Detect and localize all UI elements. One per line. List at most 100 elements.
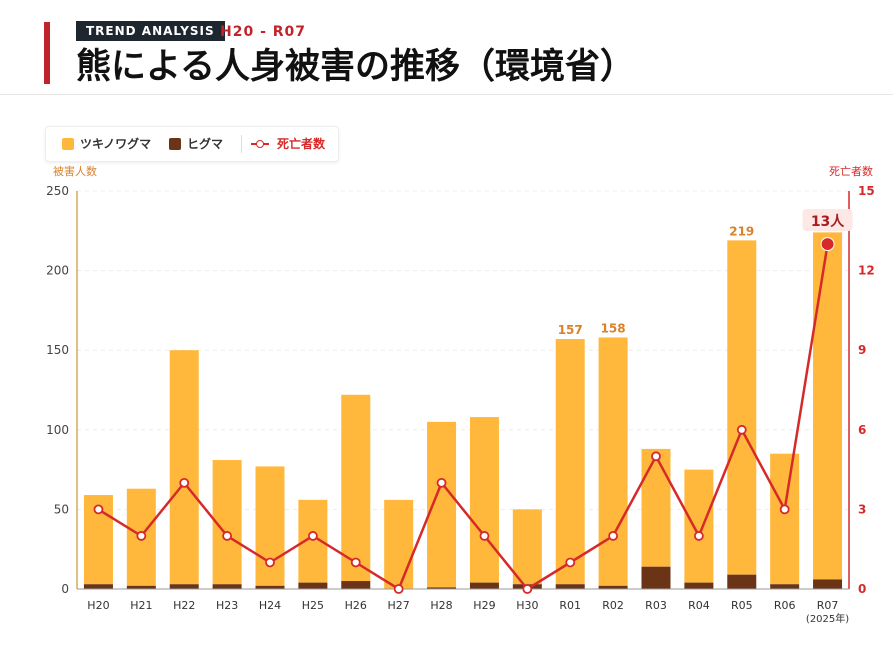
deaths-point	[779, 504, 790, 515]
x-tick-label: R04	[688, 599, 710, 612]
x-tick-label: H26	[345, 599, 367, 612]
legend-swatch-brown-bear	[169, 138, 181, 150]
bar-asian-black-bear	[427, 421, 457, 588]
bar-asian-black-bear	[83, 495, 113, 585]
y-left-axis-title: 被害人数	[53, 164, 97, 178]
bar-asian-black-bear	[598, 337, 628, 586]
bar-brown-bear	[469, 582, 499, 589]
bar-brown-bear	[770, 584, 800, 589]
y-right-tick-label: 0	[858, 582, 866, 596]
bar-total-label: 220	[815, 216, 840, 230]
x-tick-label: H22	[173, 599, 195, 612]
x-tick-label: H29	[473, 599, 495, 612]
y-right-tick-label: 9	[858, 343, 866, 357]
accent-bar	[44, 22, 50, 84]
y-right-tick-label: 3	[858, 502, 866, 516]
x-tick-sublabel: (2025年)	[806, 612, 849, 625]
legend-label-brown-bear: ヒグマ	[187, 137, 224, 151]
x-tick-label: H28	[430, 599, 452, 612]
bar-brown-bear	[727, 574, 757, 589]
x-tick-label: H27	[388, 599, 410, 612]
x-tick-label: R02	[602, 599, 624, 612]
x-tick-label: R06	[774, 599, 796, 612]
legend-label-asian-black-bear: ツキノワグマ	[80, 137, 152, 151]
y-right-axis-title: 死亡者数	[829, 164, 873, 178]
deaths-point	[608, 531, 619, 541]
bar-asian-black-bear	[255, 466, 285, 586]
period-label: H20 - R07	[220, 24, 307, 40]
bar-asian-black-bear	[684, 469, 714, 583]
deaths-point	[693, 531, 704, 541]
y-left-tick-label: 200	[46, 264, 69, 278]
bar-brown-bear	[126, 585, 156, 589]
y-right-tick-label: 6	[858, 423, 866, 437]
bar-brown-bear	[684, 582, 714, 589]
deaths-point	[93, 504, 104, 515]
deaths-point	[307, 531, 318, 541]
x-tick-label: H21	[130, 599, 152, 612]
bar-asian-black-bear	[512, 509, 542, 585]
deaths-point	[350, 557, 361, 568]
bar-asian-black-bear	[770, 453, 800, 585]
legend-separator	[241, 135, 242, 153]
bar-brown-bear	[641, 566, 671, 589]
bar-asian-black-bear	[555, 339, 585, 585]
bar-brown-bear	[427, 587, 457, 589]
bar-asian-black-bear	[469, 417, 499, 583]
bar-brown-bear	[298, 582, 328, 589]
header: TREND ANALYSIS H20 - R07 熊による人身被害の推移（環境省…	[0, 0, 893, 95]
bar-brown-bear	[341, 581, 371, 589]
bar-asian-black-bear	[212, 460, 242, 585]
x-tick-label: R01	[559, 599, 581, 612]
deaths-point	[522, 584, 533, 594]
deaths-point	[136, 531, 147, 541]
deaths-point	[222, 531, 233, 541]
bar-asian-black-bear	[813, 232, 843, 580]
deaths-point	[736, 424, 747, 435]
x-tick-label: H20	[87, 599, 109, 612]
bar-brown-bear	[83, 584, 113, 589]
deaths-point	[436, 477, 447, 488]
deaths-point	[651, 451, 661, 462]
deaths-line	[97, 243, 829, 591]
bar-brown-bear	[598, 585, 628, 589]
x-tick-label: H24	[259, 599, 281, 612]
bar-total-label: 157	[558, 323, 583, 337]
bar-asian-black-bear	[727, 240, 757, 575]
y-left-tick-label: 0	[61, 582, 69, 596]
y-left-tick-label: 250	[46, 184, 69, 198]
bar-asian-black-bear	[341, 394, 371, 582]
deaths-point	[179, 477, 190, 488]
bar-brown-bear	[255, 585, 285, 589]
bar-asian-black-bear	[384, 499, 414, 589]
x-tick-label: H25	[302, 599, 324, 612]
page-title: 熊による人身被害の推移（環境省）	[76, 47, 635, 87]
x-tick-label: R07	[817, 599, 839, 612]
deaths-callout-box	[802, 209, 853, 231]
deaths-point	[479, 531, 490, 541]
x-tick-label: H30	[516, 599, 538, 612]
x-tick-label: R03	[645, 599, 667, 612]
bar-asian-black-bear	[169, 350, 199, 585]
deaths-callout-label: 13人	[811, 213, 845, 230]
deaths-point	[565, 557, 576, 568]
bar-brown-bear	[512, 584, 542, 589]
deaths-point-highlight	[820, 237, 835, 252]
bar-total-label: 158	[601, 321, 626, 335]
bar-asian-black-bear	[126, 488, 156, 586]
deaths-point	[393, 584, 404, 594]
y-left-tick-label: 50	[54, 502, 69, 516]
bar-brown-bear	[169, 584, 199, 589]
bar-brown-bear	[813, 579, 843, 589]
trend-badge: TREND ANALYSIS	[76, 21, 225, 41]
y-left-tick-label: 100	[46, 423, 69, 437]
x-tick-label: R05	[731, 599, 753, 612]
bar-brown-bear	[555, 584, 585, 589]
legend-swatch-asian-black-bear	[62, 138, 74, 150]
deaths-point	[265, 557, 275, 568]
y-left-tick-label: 150	[46, 343, 69, 357]
bar-asian-black-bear	[298, 499, 328, 583]
chart-legend: ツキノワグマ ヒグマ 死亡者数	[45, 126, 339, 162]
bar-total-label: 219	[729, 224, 754, 238]
